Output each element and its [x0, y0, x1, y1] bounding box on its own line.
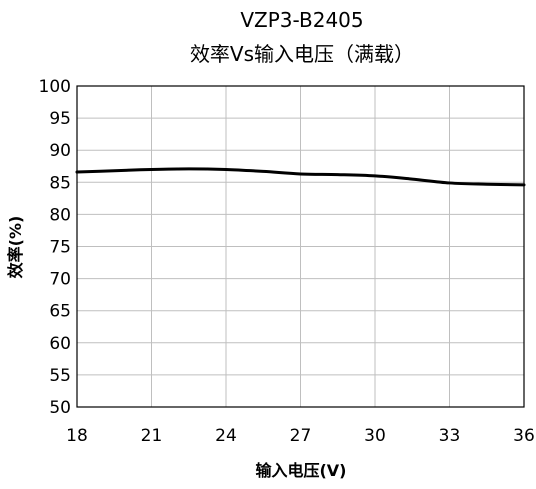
data-point — [411, 178, 413, 180]
x-tick-label: 27 — [290, 426, 312, 446]
y-tick-label: 65 — [49, 302, 71, 322]
data-point — [299, 173, 302, 175]
y-tick-label: 80 — [49, 205, 71, 225]
data-point — [150, 168, 153, 171]
data-point — [225, 168, 227, 171]
x-tick-label: 36 — [513, 426, 535, 446]
y-tick-label: 50 — [49, 398, 71, 418]
x-tick-label: 30 — [364, 426, 386, 446]
y-tick-label: 85 — [49, 173, 71, 193]
y-tick-label: 70 — [49, 270, 71, 290]
data-point — [337, 173, 339, 176]
y-tick-label: 95 — [49, 109, 71, 129]
x-tick-label: 33 — [439, 426, 461, 446]
y-tick-label: 90 — [49, 141, 71, 161]
plot-frame — [76, 85, 525, 408]
y-tick-label: 75 — [49, 238, 71, 258]
y-axis-label: 效率(%) — [6, 216, 25, 279]
y-tick-label: 55 — [49, 366, 71, 386]
x-axis-label: 输入电压(V) — [255, 461, 346, 480]
y-axis-ticks: 50 55 60 65 70 75 80 85 90 95 100 — [39, 77, 71, 418]
data-point — [262, 170, 264, 172]
x-tick-label: 21 — [141, 426, 163, 446]
data-point — [374, 175, 376, 177]
chart-subtitle: 效率Vs输入电压（满载） — [190, 42, 414, 66]
series-layer — [75, 167, 526, 187]
data-point — [113, 170, 115, 172]
y-tick-label: 100 — [39, 77, 71, 97]
x-tick-label: 18 — [66, 426, 88, 446]
data-point — [486, 183, 488, 185]
x-axis-ticks: 18 21 24 27 30 33 36 — [66, 426, 535, 446]
x-tick-label: 24 — [215, 426, 237, 446]
chart-title: VZP3-B2405 — [240, 8, 363, 32]
grid-lines — [76, 85, 525, 408]
data-point — [188, 168, 190, 170]
data-point — [448, 182, 451, 184]
y-tick-label: 60 — [49, 334, 71, 354]
